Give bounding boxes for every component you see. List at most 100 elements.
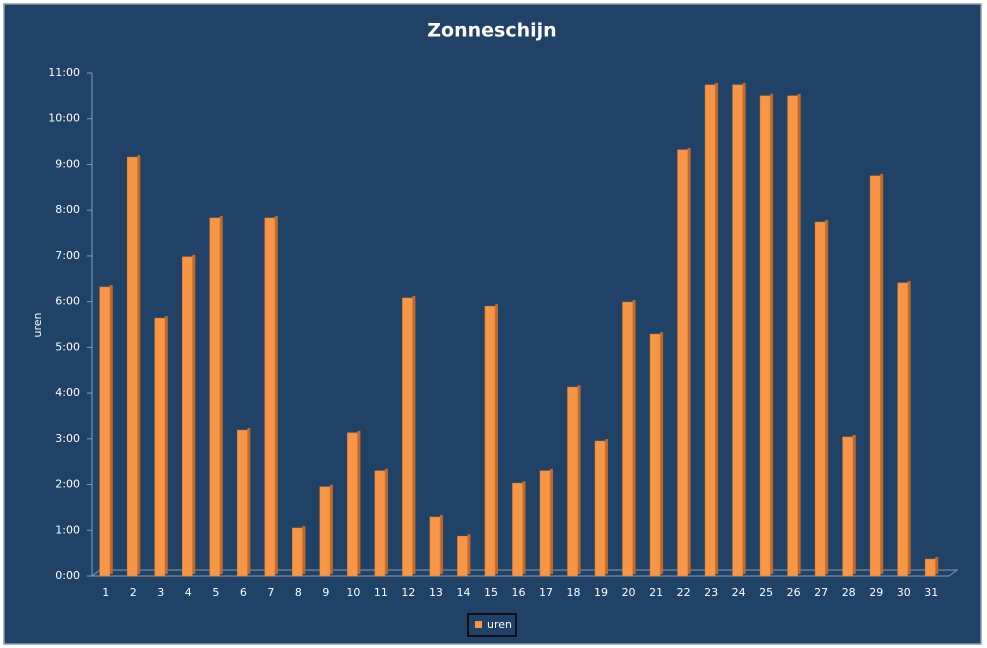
y-axis-label: uren — [31, 312, 44, 337]
bar — [924, 558, 936, 577]
x-tick-label: 29 — [869, 586, 883, 599]
bar — [319, 486, 331, 577]
bar — [897, 282, 909, 577]
bar-side — [605, 439, 609, 574]
bar-side — [577, 385, 581, 574]
x-tick-label: 12 — [401, 586, 415, 599]
bar-side — [219, 215, 223, 575]
bar — [429, 516, 441, 577]
x-tick-label: 23 — [704, 586, 718, 599]
bar-side — [137, 155, 141, 574]
bar — [154, 317, 166, 577]
bar — [484, 305, 496, 577]
bar — [374, 470, 386, 577]
y-tick-label: 5:00 — [55, 340, 80, 353]
bar — [787, 95, 798, 577]
x-tick-label: 24 — [732, 586, 746, 599]
bar — [649, 333, 661, 577]
bar-side — [412, 295, 416, 574]
x-tick-label: 31 — [924, 586, 938, 599]
bar-side — [852, 434, 856, 574]
x-tick-label: 13 — [429, 586, 443, 599]
legend — [467, 613, 517, 637]
x-tick-label: 5 — [212, 586, 219, 599]
x-tick-label: 7 — [267, 586, 274, 599]
bar-side — [632, 300, 636, 574]
legend-box — [467, 613, 517, 637]
y-tick-label: 3:00 — [55, 432, 80, 445]
y-tick-label: 6:00 — [55, 295, 80, 308]
chart-title: Zonneschijn — [427, 20, 556, 42]
bar-side — [467, 534, 471, 574]
bar — [732, 84, 743, 577]
x-tick-label: 10 — [346, 586, 360, 599]
bar-side — [742, 82, 746, 574]
legend-label: uren — [487, 618, 512, 631]
bar-side — [192, 254, 196, 574]
x-tick-label: 25 — [759, 586, 773, 599]
x-tick-label: 2 — [130, 586, 137, 599]
x-tick-label: 22 — [677, 586, 691, 599]
bar-side — [302, 525, 306, 574]
bar — [182, 256, 193, 577]
x-tick-label: 20 — [622, 586, 636, 599]
bar — [842, 436, 853, 577]
bar-side — [825, 220, 829, 574]
bar-side — [770, 93, 774, 574]
bar-side — [164, 316, 168, 574]
y-tick-label: 0:00 — [55, 569, 80, 582]
x-tick-label: 28 — [842, 586, 856, 599]
x-tick-label: 6 — [240, 586, 247, 599]
bar-side — [274, 215, 278, 575]
bar-side — [329, 484, 333, 574]
bar-side — [797, 93, 801, 574]
bar — [814, 221, 826, 577]
bar — [347, 432, 358, 577]
y-tick-label: 1:00 — [55, 523, 80, 536]
x-tick-label: 14 — [456, 586, 470, 599]
bar — [704, 84, 716, 577]
bar-side — [357, 430, 361, 574]
x-tick-label: 18 — [567, 586, 581, 599]
bar — [622, 301, 633, 577]
bar-side — [384, 468, 388, 574]
bar — [99, 286, 111, 577]
x-tick-label: 19 — [594, 586, 608, 599]
x-tick-label: 11 — [374, 586, 388, 599]
bar — [539, 470, 551, 577]
bar — [292, 527, 303, 577]
bar — [594, 440, 606, 577]
bar-side — [494, 304, 498, 574]
bar-side — [550, 468, 554, 574]
y-tick-label: 4:00 — [55, 386, 80, 399]
bar — [512, 482, 523, 577]
x-tick-label: 26 — [787, 586, 801, 599]
bar-side — [687, 147, 691, 574]
bar-side — [660, 332, 664, 574]
bar — [209, 217, 221, 577]
x-tick-label: 27 — [814, 586, 828, 599]
bar-side — [109, 285, 113, 574]
bar — [677, 149, 688, 577]
y-tick-label: 10:00 — [48, 112, 80, 125]
bar-side — [439, 515, 443, 574]
y-tick-label: 9:00 — [55, 157, 80, 170]
x-tick-label: 16 — [512, 586, 526, 599]
y-tick-label: 7:00 — [55, 249, 80, 262]
x-tick-label: 3 — [157, 586, 164, 599]
x-tick-label: 17 — [539, 586, 553, 599]
bar-side — [880, 173, 884, 575]
x-tick-label: 1 — [102, 586, 109, 599]
x-tick-label: 15 — [484, 586, 498, 599]
bar — [869, 175, 881, 577]
bar-side — [522, 481, 526, 574]
bar — [759, 95, 771, 577]
bar — [402, 297, 413, 577]
bar — [457, 535, 468, 577]
bar — [264, 217, 276, 577]
bar-side — [247, 428, 251, 574]
floor — [90, 569, 959, 577]
bar-side — [907, 280, 911, 574]
x-tick-label: 4 — [185, 586, 192, 599]
